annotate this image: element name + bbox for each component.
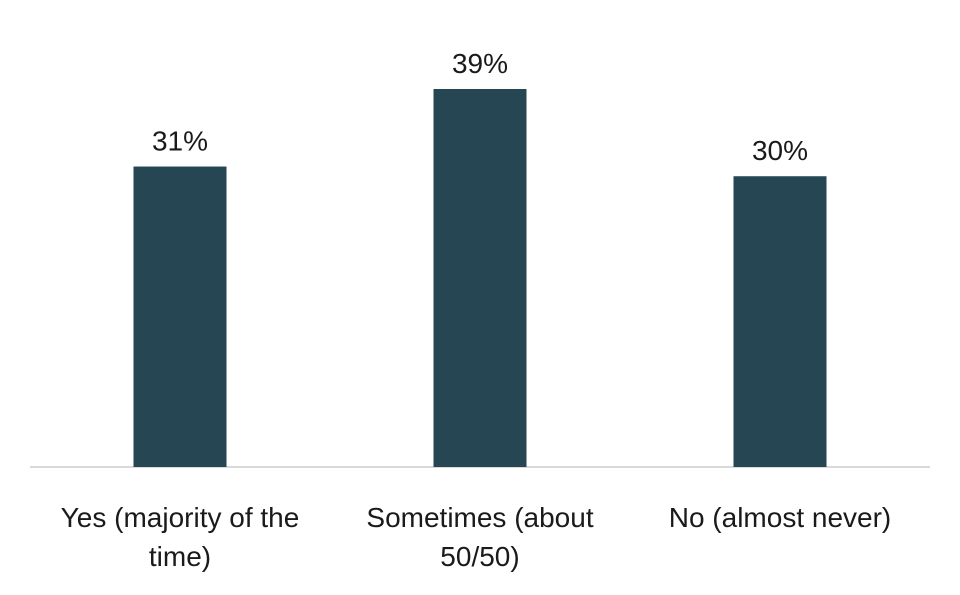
data-label-1: 31% xyxy=(152,126,208,157)
category-label-line: No (almost never) xyxy=(669,502,892,533)
bar-2 xyxy=(433,89,527,467)
category-labels-group: Yes (majority of the time) Sometimes (abou… xyxy=(61,502,892,572)
bar-1 xyxy=(133,166,227,468)
category-label-line: Yes (majority of the xyxy=(61,502,300,533)
category-label-3: No (almost never) xyxy=(669,502,892,533)
data-label-3: 30% xyxy=(752,135,808,166)
bar-3 xyxy=(733,176,827,467)
category-label-2: Sometimes (about 50/50) xyxy=(366,502,593,572)
bars-group xyxy=(133,89,827,468)
category-label-line: time) xyxy=(149,541,211,572)
data-label-2: 39% xyxy=(452,48,508,79)
category-label-line: 50/50) xyxy=(440,541,519,572)
category-label-1: Yes (majority of the time) xyxy=(61,502,300,572)
category-label-line: Sometimes (about xyxy=(366,502,593,533)
data-labels-group: 31% 39% 30% xyxy=(152,48,808,166)
